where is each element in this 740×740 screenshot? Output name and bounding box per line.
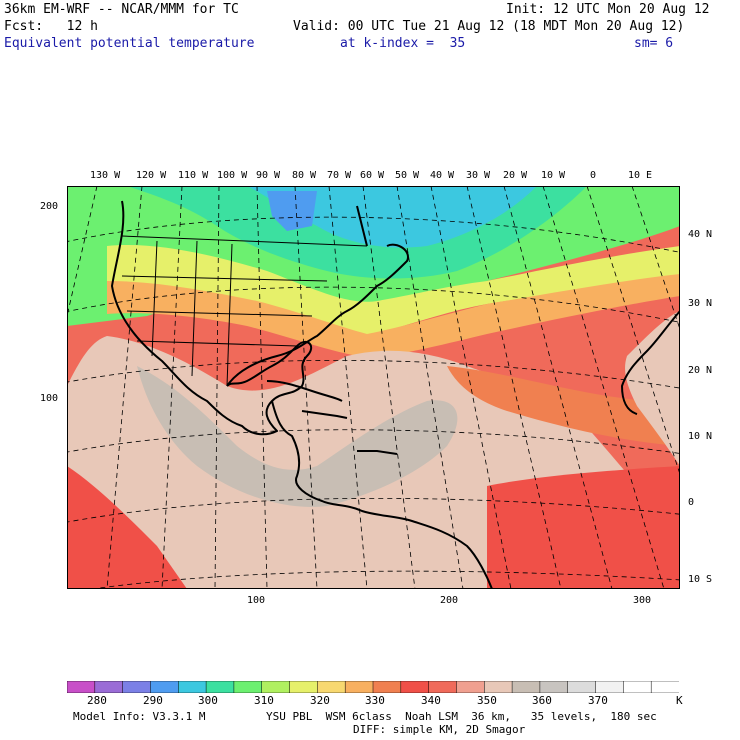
political-boundaries — [121, 235, 368, 387]
lon-label: 90 W — [256, 170, 281, 181]
lon-label: 70 W — [327, 170, 352, 181]
grid-x-label: 200 — [440, 595, 459, 606]
colorbar-label: 370 — [588, 694, 608, 707]
colorbar-swatch — [67, 681, 96, 693]
lon-label: 30 W — [466, 170, 491, 181]
init-time: Init: 12 UTC Mon 20 Aug 12 — [506, 2, 710, 17]
colorbar-swatch — [428, 681, 458, 693]
field-band-cyan — [247, 186, 537, 248]
grid-y-label: 200 — [40, 201, 59, 212]
grid-x-label: 300 — [633, 595, 652, 606]
colorbar-label: 340 — [421, 694, 441, 707]
theta-e-map — [67, 186, 680, 589]
field-tongue-warm — [447, 366, 680, 446]
colorbar-swatch — [205, 681, 235, 693]
colorbar-label: 290 — [143, 694, 163, 707]
lon-label: 100 W — [217, 170, 248, 181]
field-region-epac — [67, 466, 187, 589]
physics-info: YSU PBL WSM 6class Noah LSM 36 km, 35 le… — [266, 710, 657, 723]
forecast-hour: Fcst: 12 h — [4, 19, 98, 34]
colorbar-swatch — [567, 681, 597, 693]
colorbar-swatch — [650, 681, 679, 693]
colorbar-label: 360 — [532, 694, 552, 707]
colorbar-label: 310 — [254, 694, 274, 707]
field-name: Equivalent potential temperature — [4, 36, 255, 51]
lon-label: 80 W — [292, 170, 317, 181]
grid-y-label: 100 — [40, 393, 59, 404]
lon-label: 0 — [590, 170, 597, 181]
colorbar-swatch — [261, 681, 291, 693]
model-title: 36km EM-WRF -- NCAR/MMM for TC — [4, 2, 239, 17]
lon-label: 60 W — [360, 170, 385, 181]
field-region-eqatl — [487, 466, 680, 589]
colorbar-unit: K — [676, 694, 683, 707]
lon-label: 20 W — [503, 170, 528, 181]
lat-label: 40 N — [688, 229, 713, 240]
colorbar-swatch — [456, 681, 486, 693]
colorbar-swatch — [400, 681, 430, 693]
lon-label: 110 W — [178, 170, 209, 181]
colorbar-swatch — [150, 681, 180, 693]
lat-label: 10 S — [688, 574, 713, 585]
diffusion-info: DIFF: simple KM, 2D Smagor — [353, 723, 526, 736]
colorbar-label: 280 — [87, 694, 107, 707]
colorbar-swatch — [122, 681, 152, 693]
colorbar-swatch — [233, 681, 263, 693]
field-region-gray — [137, 366, 458, 507]
lat-label: 0 — [688, 497, 695, 508]
field-band-yellow — [107, 245, 680, 336]
colorbar-label: 330 — [365, 694, 385, 707]
colorbar-swatch — [511, 681, 541, 693]
field-region-africa — [625, 311, 680, 466]
lat-label: 30 N — [688, 298, 713, 309]
colorbar-label: 320 — [310, 694, 330, 707]
valid-time: Valid: 00 UTC Tue 21 Aug 12 (18 MDT Mon … — [293, 19, 685, 34]
lon-label: 10 W — [541, 170, 566, 181]
lat-label: 20 N — [688, 365, 713, 376]
level-label: at k-index = 35 — [340, 36, 466, 51]
coastlines — [111, 200, 680, 589]
grid-x-label: 100 — [247, 595, 266, 606]
colorbar — [67, 681, 679, 693]
lat-label: 10 N — [688, 431, 713, 442]
lon-label: 130 W — [90, 170, 121, 181]
colorbar-swatch — [94, 681, 124, 693]
field-band-blue — [267, 191, 317, 231]
colorbar-swatch — [178, 681, 207, 693]
lon-label: 10 E — [628, 170, 653, 181]
map-frame — [67, 186, 680, 589]
colorbar-swatch — [539, 681, 569, 693]
lon-label: 50 W — [395, 170, 420, 181]
colorbar-swatch — [595, 681, 625, 693]
colorbar-label: 350 — [477, 694, 497, 707]
field-band-orange — [107, 274, 680, 358]
colorbar-swatch — [623, 681, 652, 693]
smoothing-label: sm= 6 — [634, 36, 674, 51]
colorbar-swatch — [344, 681, 374, 693]
colorbar-swatch — [372, 681, 402, 693]
colorbar-swatch — [317, 681, 346, 693]
lon-label: 40 W — [430, 170, 455, 181]
colorbar-label: 300 — [198, 694, 218, 707]
colorbar-swatch — [484, 681, 513, 693]
lon-label: 120 W — [136, 170, 167, 181]
model-info: Model Info: V3.3.1 M — [73, 710, 206, 723]
graticule — [67, 186, 680, 589]
colorbar-swatch — [289, 681, 319, 693]
